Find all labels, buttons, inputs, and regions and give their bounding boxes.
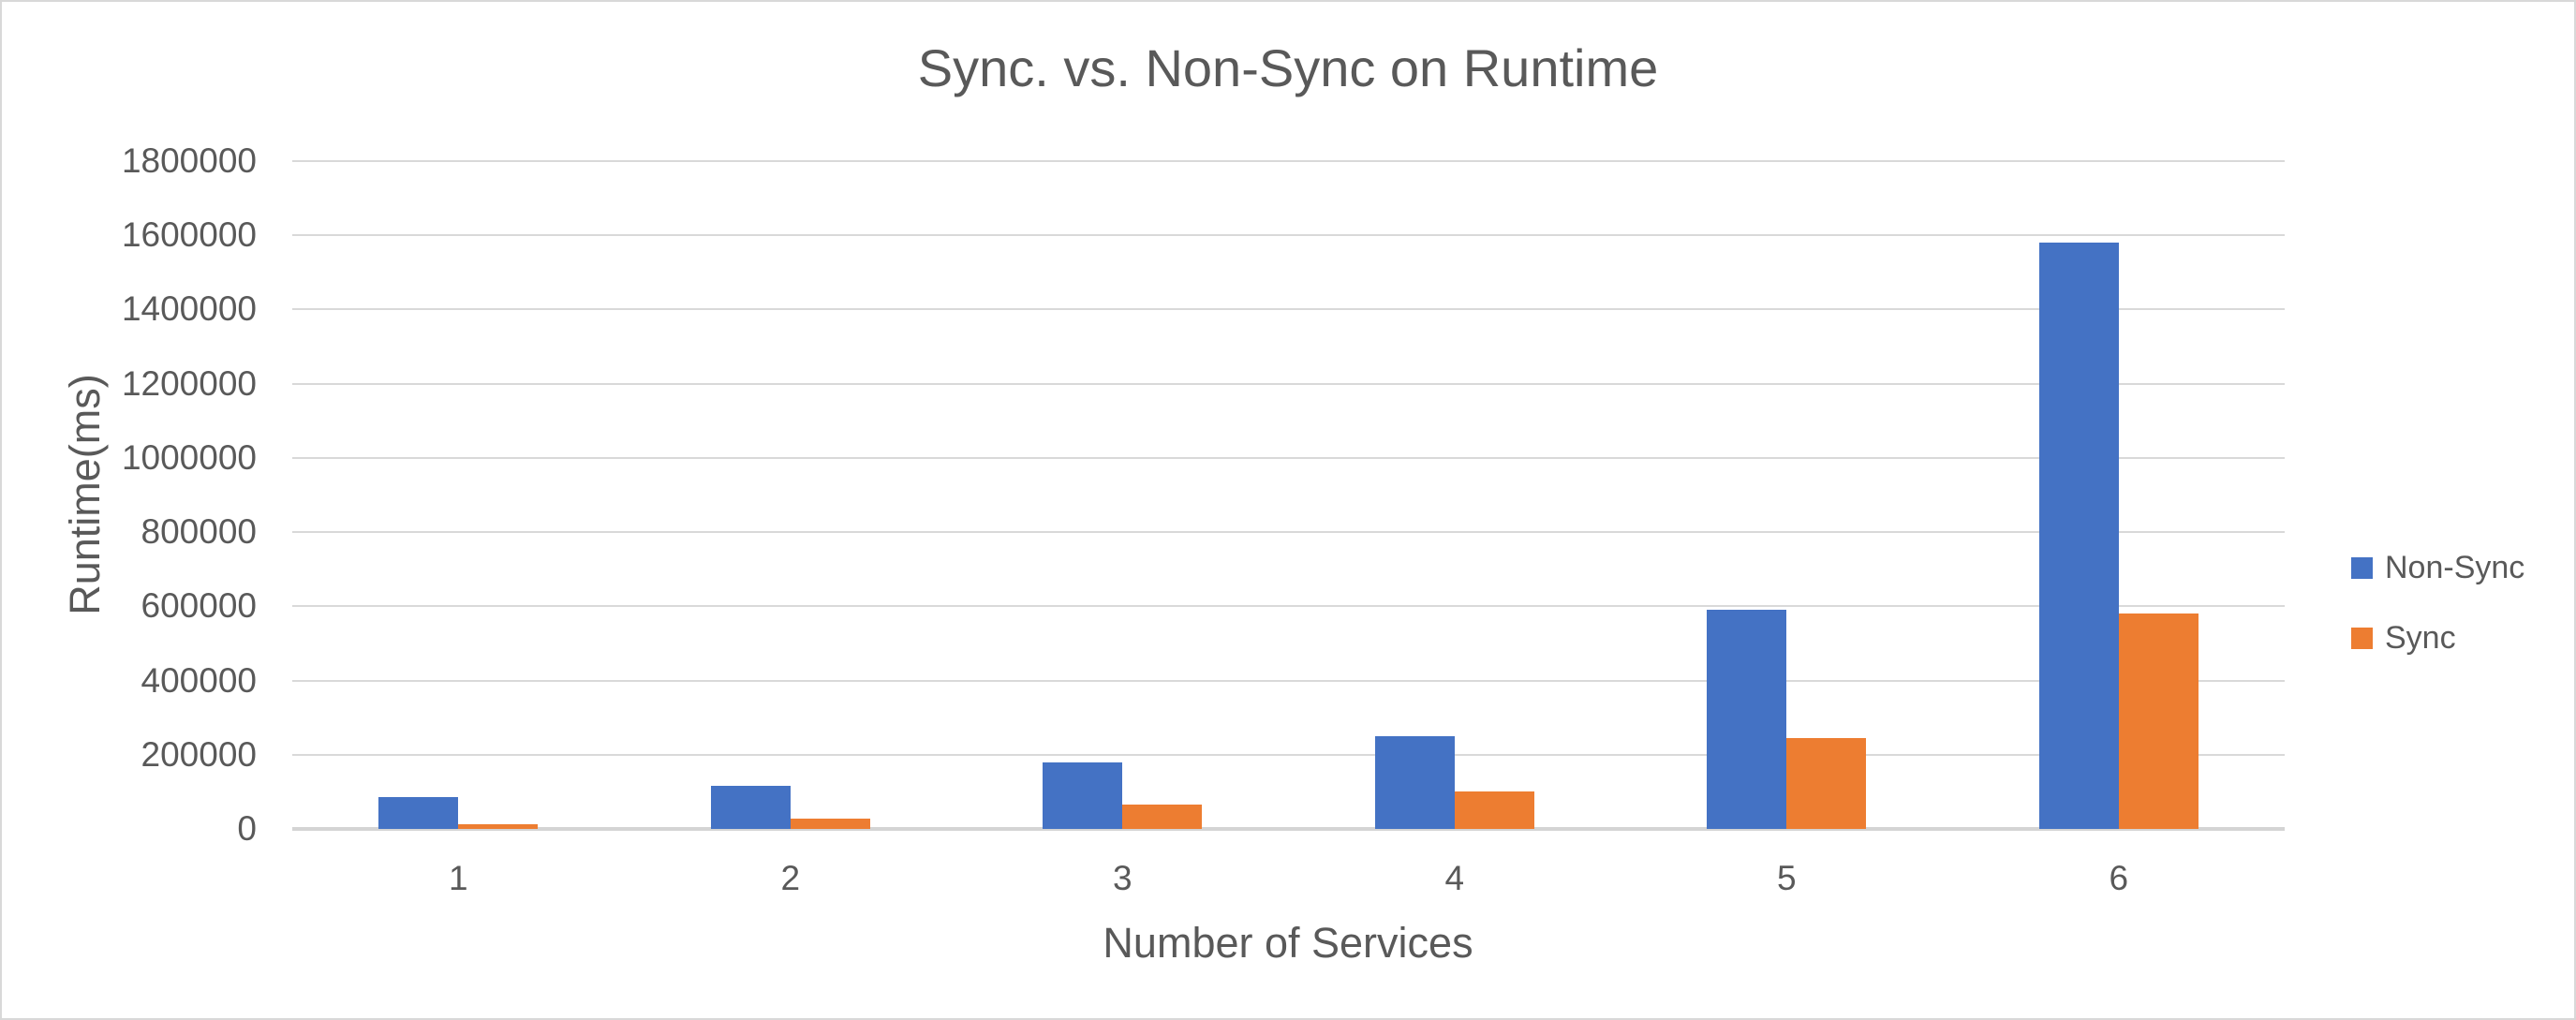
bar-non-sync-2 bbox=[710, 786, 791, 829]
legend: Non-Sync Sync bbox=[2351, 533, 2524, 673]
x-tick-label-4: 4 bbox=[1444, 859, 1465, 897]
x-tick-label-3: 3 bbox=[1112, 859, 1133, 897]
gridline-1200000 bbox=[292, 382, 2285, 385]
bar-sync-6 bbox=[2118, 613, 2198, 829]
y-tick-label-400000: 400000 bbox=[141, 660, 257, 700]
gridline-1000000 bbox=[292, 456, 2285, 459]
bar-non-sync-3 bbox=[1043, 761, 1123, 829]
legend-label-non-sync: Non-Sync bbox=[2385, 550, 2525, 585]
legend-item-non-sync: Non-Sync bbox=[2351, 533, 2524, 603]
legend-label-sync: Sync bbox=[2385, 620, 2456, 656]
gridline-1400000 bbox=[292, 308, 2285, 311]
x-tick-label-2: 2 bbox=[780, 859, 801, 897]
bar-sync-2 bbox=[790, 819, 870, 829]
bar-sync-5 bbox=[1786, 737, 1867, 829]
y-tick-label-1600000: 1600000 bbox=[121, 215, 257, 255]
x-tick-label-6: 6 bbox=[2109, 859, 2129, 897]
gridline-800000 bbox=[292, 531, 2285, 534]
x-tick-label-1: 1 bbox=[448, 859, 468, 897]
y-tick-label-800000: 800000 bbox=[141, 512, 257, 552]
sync-swatch-icon bbox=[2351, 628, 2373, 649]
bar-sync-1 bbox=[458, 823, 539, 829]
bar-non-sync-1 bbox=[378, 797, 459, 829]
gridline-400000 bbox=[292, 679, 2285, 682]
gridline-200000 bbox=[292, 753, 2285, 756]
gridline-1800000 bbox=[292, 160, 2285, 162]
y-tick-label-1800000: 1800000 bbox=[121, 141, 257, 180]
y-tick-label-200000: 200000 bbox=[141, 734, 257, 774]
bar-sync-4 bbox=[1454, 791, 1534, 829]
y-tick-label-1200000: 1200000 bbox=[121, 363, 257, 403]
chart-title: Sync. vs. Non-Sync on Runtime bbox=[917, 38, 1659, 97]
y-tick-label-0: 0 bbox=[237, 809, 257, 848]
y-tick-label-1400000: 1400000 bbox=[121, 289, 257, 329]
bar-non-sync-5 bbox=[1707, 610, 1787, 829]
bar-non-sync-6 bbox=[2038, 243, 2119, 829]
y-axis-title: Runtime(ms) bbox=[61, 374, 109, 615]
legend-item-sync: Sync bbox=[2351, 603, 2524, 673]
non-sync-swatch-icon bbox=[2351, 557, 2373, 579]
gridline-600000 bbox=[292, 605, 2285, 608]
x-axis-line bbox=[292, 827, 2285, 831]
y-tick-label-600000: 600000 bbox=[141, 586, 257, 626]
x-tick-label-5: 5 bbox=[1776, 859, 1797, 897]
x-axis-title: Number of Services bbox=[1103, 919, 1473, 967]
y-tick-label-1000000: 1000000 bbox=[121, 437, 257, 477]
gridline-1600000 bbox=[292, 234, 2285, 237]
bar-non-sync-4 bbox=[1374, 735, 1455, 829]
bar-sync-3 bbox=[1122, 805, 1203, 829]
